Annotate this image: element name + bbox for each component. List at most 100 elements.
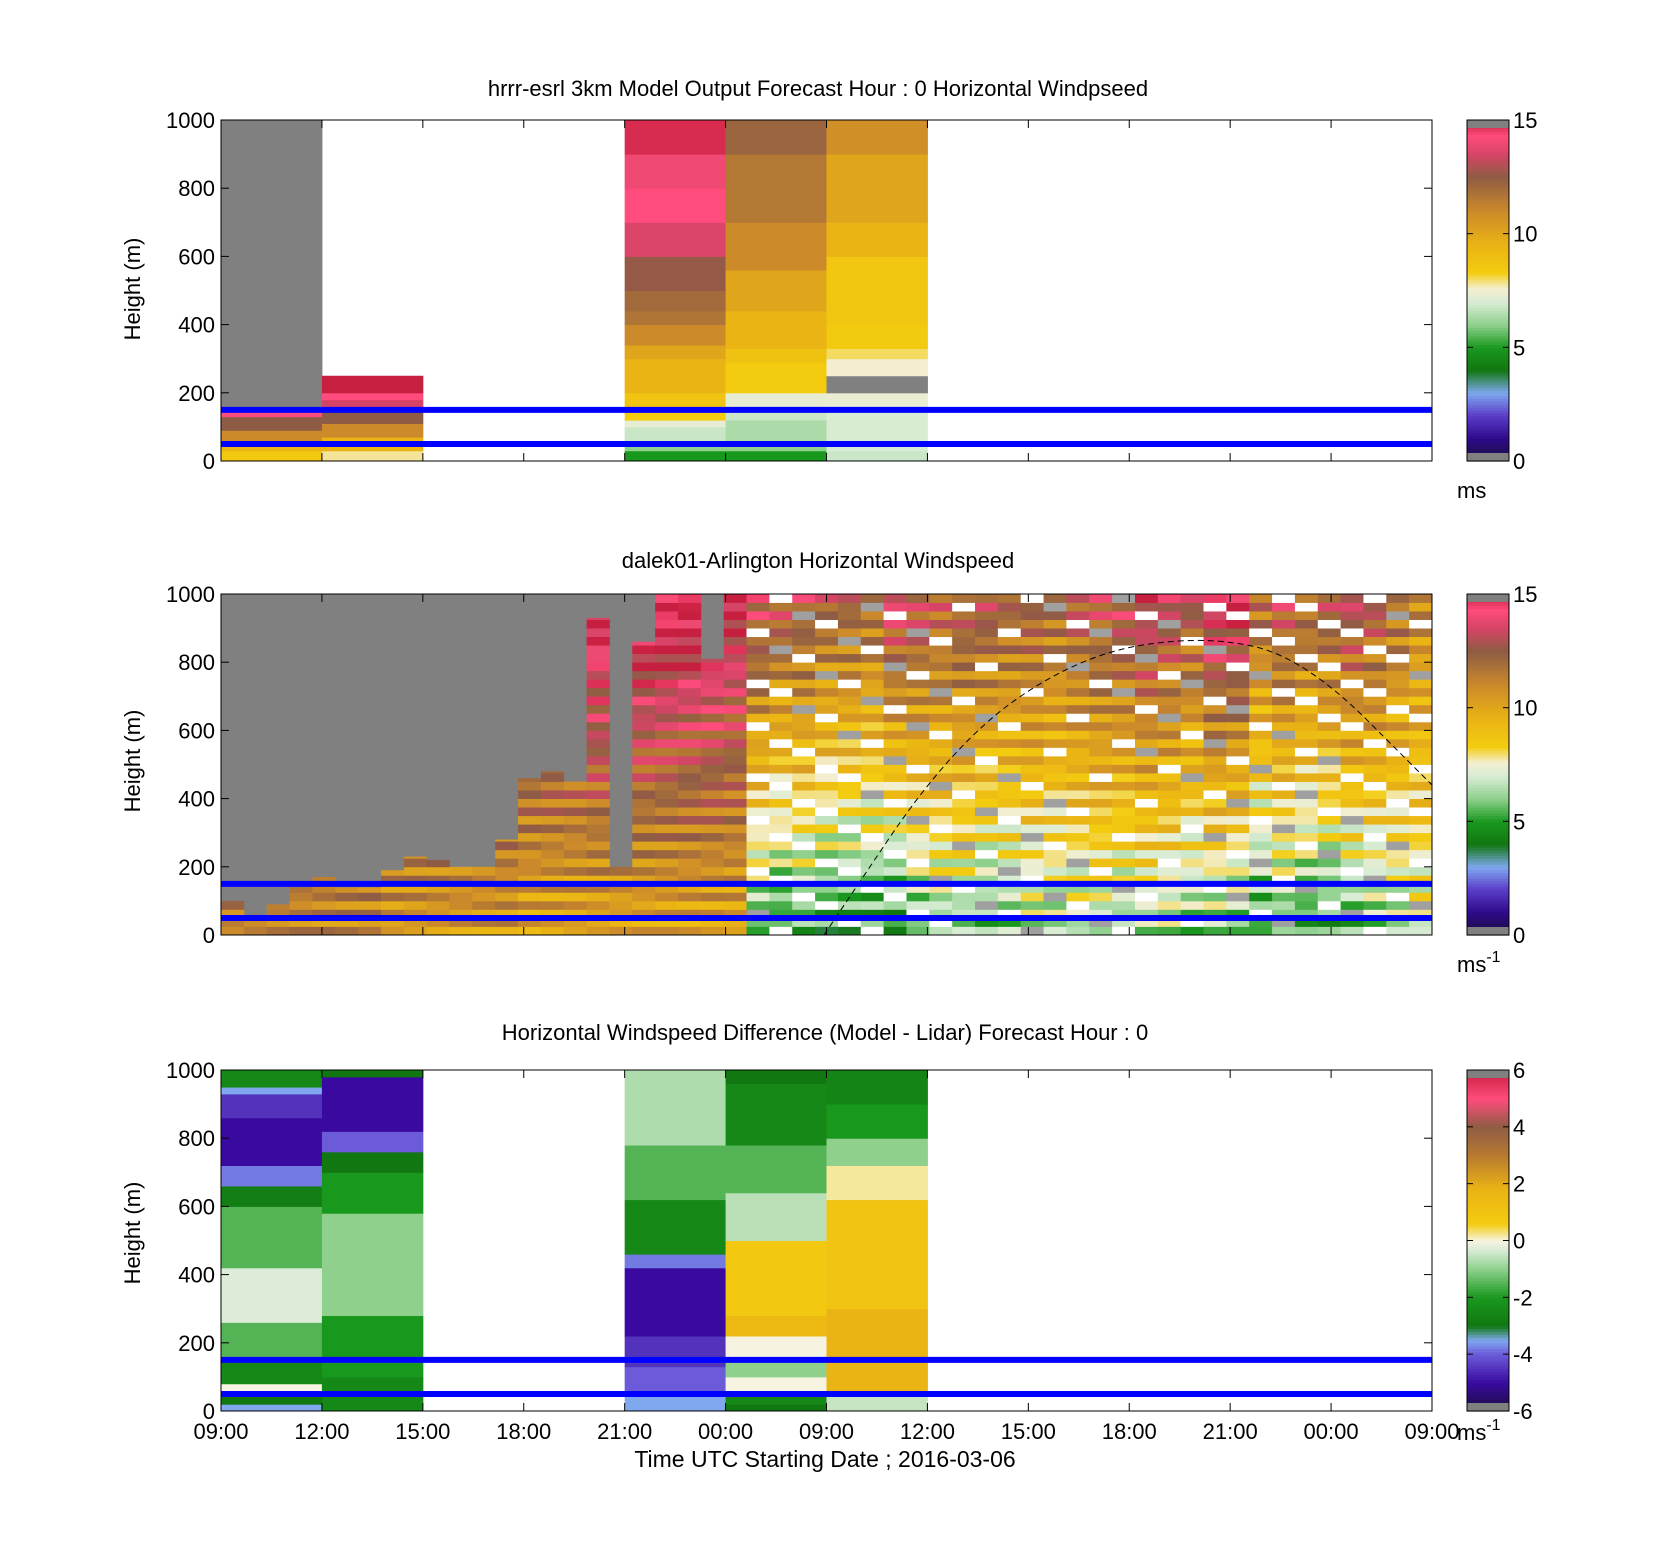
heatmap-cell [1112,619,1136,629]
heatmap-cell [860,773,885,782]
heatmap-cell [1066,594,1090,603]
heatmap-cell [746,909,770,919]
colorbar-cell [1467,1385,1509,1389]
heatmap-cell [1272,755,1296,765]
heatmap-cell [1203,832,1227,842]
heatmap-cell [1020,704,1044,714]
heatmap-cell [1340,883,1364,893]
heatmap-cell [975,738,999,748]
colorbar-cell [1467,602,1509,606]
heatmap-cell [723,628,747,638]
heatmap-cell [952,611,976,620]
heatmap-cell [826,450,928,461]
heatmap-cell [1294,832,1319,842]
heatmap-cell [1386,866,1410,876]
colorbar-cell [1467,1240,1509,1244]
heatmap-cell [860,628,885,638]
colorbar-cell [1467,176,1509,181]
heatmap-cell [723,594,747,603]
heatmap-cell [1363,773,1387,782]
heatmap-cell [906,883,930,893]
heatmap-cell [1226,679,1250,689]
heatmap-cell [1363,628,1387,638]
heatmap-cell [883,909,907,919]
colorbar-cell [1467,392,1509,397]
colorbar-cell [1467,687,1509,692]
heatmap-cell [929,892,953,902]
heatmap-cell [609,875,633,885]
x-tick-label: 21:00 [1203,1419,1258,1444]
heatmap-cell [1112,849,1136,859]
heatmap-cell [1180,679,1204,689]
heatmap-cell [769,841,793,851]
colorbar-cell [1467,1132,1509,1136]
heatmap-cell [518,926,542,935]
heatmap-cell [1112,917,1136,927]
colorbar-cell [1467,1300,1509,1304]
heatmap-cell [1317,858,1342,868]
heatmap-cell [586,747,610,757]
colorbar-cell [1467,1183,1509,1188]
colorbar-cell [1467,1155,1509,1159]
heatmap-cell [312,926,336,935]
colorbar-cell [1467,670,1509,675]
heatmap-cell [1249,636,1273,646]
heatmap-cell [1180,866,1204,876]
heatmap-cell [1020,858,1044,868]
colorbar-cell [1467,1268,1509,1273]
heatmap-cell [906,832,930,842]
heatmap-cell [1340,636,1364,646]
heatmap-cell [1386,773,1410,782]
colorbar-cell [1467,633,1509,638]
heatmap-cell [826,392,928,411]
heatmap-cell [1340,704,1364,714]
heatmap-cell [1157,747,1182,757]
heatmap-cell [1180,611,1204,620]
heatmap-cell [1020,790,1044,799]
heatmap-cell [837,892,862,902]
heatmap-cell [929,704,953,714]
heatmap-cell [495,917,519,927]
colorbar-cell [1467,256,1509,260]
colorbar-unit-superscript: -1 [1486,1417,1500,1434]
heatmap-cell [975,926,999,935]
heatmap-cell [952,713,976,723]
heatmap-cell [1043,764,1067,774]
heatmap-cell [449,883,473,893]
heatmap-cell [1066,781,1090,791]
heatmap-cell [1089,704,1113,714]
heatmap-cell [883,636,907,646]
colorbar-cell [1467,222,1509,226]
heatmap-cell [725,1315,827,1337]
colorbar-cell [1467,744,1509,749]
heatmap-cell [221,430,323,445]
heatmap-cell [1294,798,1319,808]
colorbar-cell [1467,875,1509,879]
heatmap-cell [1157,628,1182,638]
heatmap-cell [952,909,976,919]
heatmap-cell [677,636,702,646]
heatmap-cell [1226,773,1250,782]
heatmap-cell [1134,594,1159,603]
heatmap-cell [746,883,770,893]
heatmap-cell [1020,824,1044,834]
colorbar-cap [1467,594,1509,602]
heatmap-cell [1066,730,1090,740]
heatmap-cell [975,900,999,910]
heatmap-cell [725,1192,827,1241]
heatmap-cell [769,645,793,655]
heatmap-cell [815,815,839,825]
colorbar-cell [1467,350,1509,354]
heatmap-cell [1340,798,1364,808]
heatmap-cell [952,824,976,834]
heatmap-cell [769,832,793,842]
heatmap-cell [975,611,999,620]
heatmap-cell [624,256,727,291]
colorbar-cell [1467,662,1509,666]
heatmap-cell [1043,798,1067,808]
heatmap-cell [1134,781,1159,791]
colorbar-cell [1467,881,1509,885]
heatmap-cell [1066,713,1090,723]
heatmap-cell [1386,738,1410,748]
heatmap-cell [769,807,793,817]
